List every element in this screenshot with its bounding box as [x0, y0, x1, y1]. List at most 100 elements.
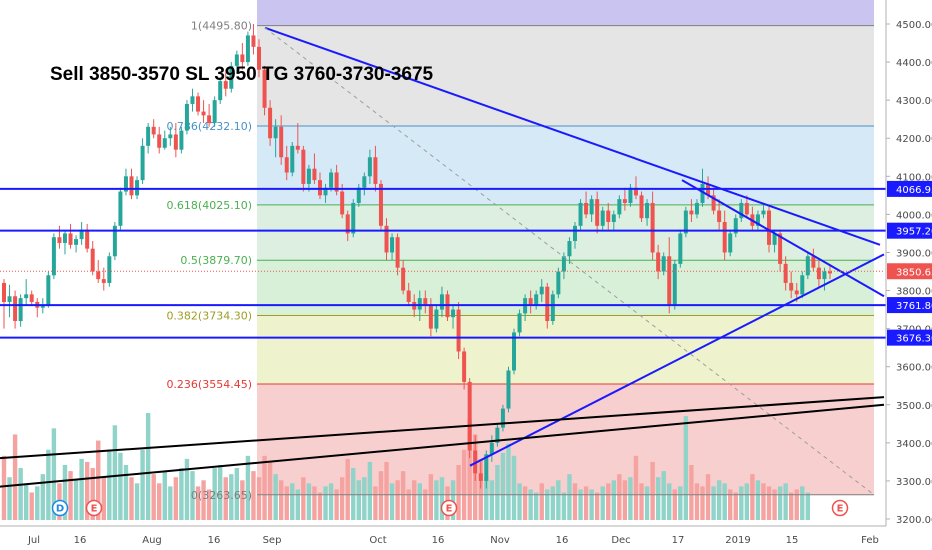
dividend-marker — [51, 499, 69, 517]
support-line-2 — [0, 403, 885, 488]
volume-bar — [694, 483, 700, 520]
candle-body — [46, 275, 51, 306]
fib-band-0382 — [257, 315, 874, 385]
volume-bar — [384, 461, 389, 520]
time-tick-label: Dec — [611, 535, 630, 546]
volume-bar — [639, 483, 644, 520]
volume-bar — [533, 492, 539, 520]
volume-bar — [522, 486, 528, 520]
volume-bar — [650, 461, 655, 520]
candle-body — [229, 65, 234, 89]
candle-body — [767, 210, 772, 245]
time-axis[interactable]: Jul 16 Aug 16 Sep Oct 16 Nov 16 Dec 17 2019 15 Feb — [0, 525, 932, 550]
candle-body — [268, 107, 273, 139]
volume-bar — [578, 489, 583, 520]
candle-body — [451, 309, 456, 318]
candle-body — [317, 180, 322, 196]
trend-lines — [0, 26, 885, 496]
volume-bar — [140, 449, 145, 520]
candle-body — [617, 199, 622, 215]
candle-body — [711, 195, 716, 211]
candle-body — [744, 202, 749, 215]
volume-bar — [450, 480, 456, 520]
level-badge-label: 3761.80 — [896, 301, 932, 312]
candle-body — [367, 157, 372, 177]
candle-body — [755, 214, 760, 226]
candle-body — [650, 202, 655, 253]
volume-bar — [417, 483, 422, 520]
candle-body — [783, 263, 788, 283]
level-badge — [887, 329, 932, 346]
volume-bar — [689, 465, 694, 520]
candle-body — [112, 225, 117, 257]
candle-body — [633, 187, 638, 196]
candle-body — [62, 233, 67, 243]
candle-body — [395, 237, 400, 268]
price-tick-label: 3500.00 — [896, 401, 932, 412]
candle-body — [79, 229, 84, 240]
time-tick-label: 15 — [786, 535, 799, 546]
time-tick-label: Sep — [263, 535, 282, 546]
volume-bar — [572, 483, 578, 520]
candle-body — [717, 210, 722, 222]
candle-body — [700, 183, 705, 203]
time-tick-label: 16 — [432, 535, 445, 546]
price-tick-label: 3800.00 — [896, 287, 932, 298]
level-badge — [887, 222, 932, 239]
event-marker-letter: D — [56, 504, 64, 515]
volume-bar — [428, 474, 434, 520]
volume-bar — [583, 486, 589, 520]
last-price-badge — [887, 263, 932, 280]
candle-body — [478, 473, 483, 481]
volume-bar — [184, 458, 190, 520]
candle-body — [184, 103, 189, 131]
candle-body — [262, 69, 267, 108]
candle-body — [251, 35, 256, 47]
price-tick-label: 4300.00 — [896, 96, 932, 107]
volume-bar — [96, 440, 101, 520]
volume-bar — [661, 471, 666, 520]
price-candles — [2, 24, 832, 489]
time-tick-label: Oct — [369, 535, 386, 546]
volume-bar — [744, 483, 750, 520]
candle-body — [123, 176, 128, 192]
volume-bar — [478, 458, 483, 520]
volume-bar — [262, 455, 267, 520]
volume-bar — [362, 477, 367, 520]
volume-bar — [489, 480, 495, 520]
volume-bar — [256, 477, 262, 520]
candle-body — [384, 225, 389, 253]
candle-body — [40, 305, 45, 308]
candle-body — [473, 450, 478, 474]
candle-body — [500, 408, 505, 428]
candle-body — [90, 248, 95, 272]
volume-bar — [90, 468, 95, 520]
volume-bar — [700, 486, 705, 520]
candle-body — [423, 298, 428, 306]
volume-bar — [118, 452, 123, 520]
volume-bar — [456, 465, 461, 520]
volume-bar — [567, 474, 572, 520]
volume-bar — [190, 471, 195, 520]
candle-body — [201, 111, 206, 116]
candle-body — [761, 210, 766, 215]
level-badge — [887, 297, 932, 314]
price-axis[interactable]: 3200.003300.003400.003500.003600.003700.… — [885, 0, 932, 530]
candle-body — [772, 233, 777, 245]
volume-bar — [201, 480, 206, 520]
candle-body — [295, 145, 300, 150]
volume-bar — [750, 474, 755, 520]
volume-bar — [12, 434, 18, 520]
fib-level-label: 0.236(3554.45) — [166, 378, 252, 391]
candle-body — [434, 309, 439, 329]
candle-body — [778, 233, 783, 264]
candle-body — [495, 427, 500, 443]
volume-bar — [705, 474, 711, 520]
candle-body — [29, 294, 34, 302]
candle-body — [622, 199, 627, 203]
volume-bar — [234, 468, 240, 520]
candle-body — [173, 134, 178, 150]
chart-title: Sell 3850-3570 SL 3950 TG 3760-3730-3675 — [50, 64, 434, 85]
